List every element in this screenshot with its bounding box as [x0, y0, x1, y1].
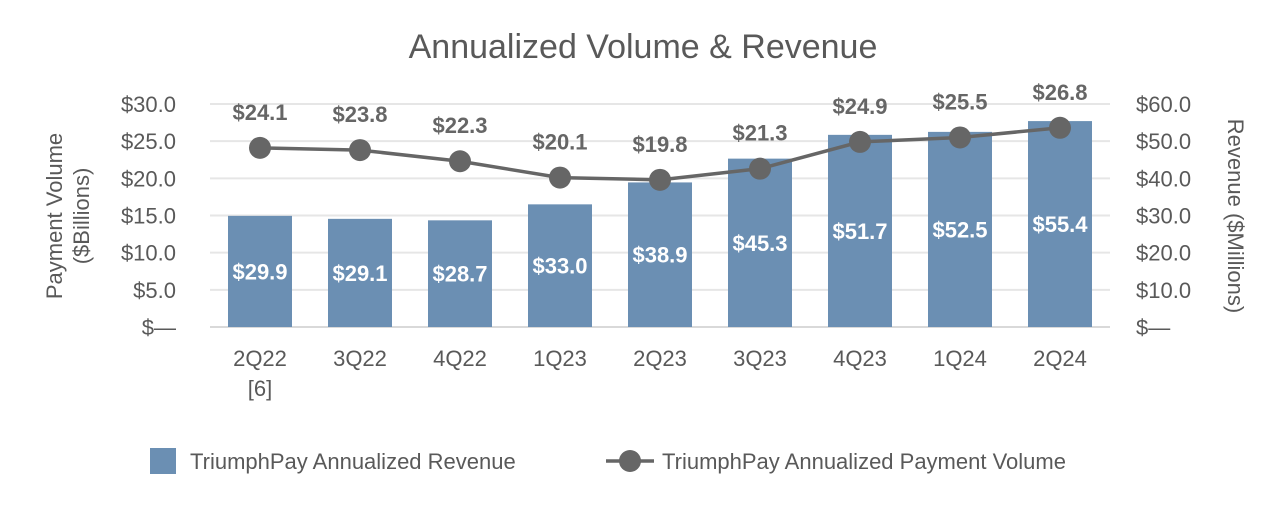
- revenue-bar-label: $38.9: [632, 243, 687, 268]
- revenue-bar-label: $45.3: [732, 231, 787, 256]
- revenue-bar-label: $52.5: [932, 217, 987, 242]
- y-right-tick-label: $—: [1136, 315, 1170, 340]
- volume-point: [1049, 116, 1071, 139]
- y-left-tick-label: $30.0: [121, 92, 176, 117]
- revenue-bar-label: $51.7: [832, 219, 887, 244]
- revenue-bar: [328, 218, 392, 327]
- revenue-bar: [228, 215, 292, 327]
- revenue-bar: [828, 134, 892, 327]
- volume-point: [949, 126, 971, 149]
- volume-point-label: $26.8: [1032, 80, 1087, 105]
- revenue-bar-label: $29.1: [332, 261, 387, 286]
- svg-text:Payment Volume: Payment Volume: [42, 133, 67, 299]
- volume-point: [849, 130, 871, 153]
- volume-point-label: $25.5: [932, 89, 987, 114]
- volume-point: [749, 157, 771, 180]
- volume-point-label: $24.9: [832, 94, 887, 119]
- volume-point: [549, 166, 571, 189]
- revenue-bar: [528, 204, 592, 327]
- x-tick-label: 2Q23: [633, 346, 687, 371]
- y-left-tick-label: $5.0: [133, 278, 176, 303]
- volume-point: [449, 150, 471, 173]
- svg-text:($Billions): ($Billions): [69, 168, 94, 265]
- y-right-tick-label: $50.0: [1136, 129, 1191, 154]
- volume-point: [349, 139, 371, 162]
- volume-point-label: $24.1: [232, 100, 287, 125]
- y-left-axis-label: Payment Volume ($Billions): [42, 133, 94, 299]
- y-right-tick-label: $30.0: [1136, 204, 1191, 229]
- x-tick-label: 2Q22: [233, 346, 287, 371]
- revenue-bar-label: $28.7: [432, 262, 487, 287]
- volume-point-label: $22.3: [432, 113, 487, 138]
- y-right-tick-label: $60.0: [1136, 92, 1191, 117]
- x-tick-label: 4Q23: [833, 346, 887, 371]
- legend-volume-label: TriumphPay Annualized Payment Volume: [662, 449, 1066, 474]
- x-tick-label: 4Q22: [433, 346, 487, 371]
- y-right-tick-label: $10.0: [1136, 278, 1191, 303]
- y-left-tick-label: $10.0: [121, 241, 176, 266]
- x-tick-label: 1Q24: [933, 346, 987, 371]
- y-left-tick-label: $—: [142, 315, 176, 340]
- revenue-bar: [728, 158, 792, 327]
- legend-volume-marker: [619, 450, 641, 472]
- x-tick-label: 1Q23: [533, 346, 587, 371]
- x-tick-label: 3Q23: [733, 346, 787, 371]
- legend-revenue-label: TriumphPay Annualized Revenue: [190, 449, 516, 474]
- revenue-bar: [1028, 121, 1092, 327]
- revenue-bar-label: $55.4: [1032, 212, 1088, 237]
- x-tick-label: 3Q22: [333, 346, 387, 371]
- legend-revenue-swatch: [150, 448, 176, 474]
- y-left-tick-label: $25.0: [121, 129, 176, 154]
- y-left-tick-label: $15.0: [121, 204, 176, 229]
- revenue-bar-label: $33.0: [532, 254, 587, 279]
- x-tick-label: 2Q24: [1033, 346, 1087, 371]
- volume-point-label: $21.3: [732, 121, 787, 146]
- volume-point-label: $19.8: [632, 132, 687, 157]
- x-tick-label: [6]: [248, 376, 272, 401]
- revenue-bar-label: $29.9: [232, 259, 287, 284]
- volume-point-label: $20.1: [532, 130, 587, 155]
- y-left-tick-label: $20.0: [121, 166, 176, 191]
- y-right-tick-label: $20.0: [1136, 241, 1191, 266]
- volume-point: [249, 136, 271, 159]
- chart-title: Annualized Volume & Revenue: [409, 28, 878, 66]
- revenue-bar: [628, 182, 692, 327]
- y-right-axis-label: Revenue ($Millions): [1223, 119, 1248, 313]
- revenue-bar: [428, 220, 492, 327]
- revenue-bar: [928, 131, 992, 327]
- volume-point: [649, 168, 671, 191]
- y-right-tick-label: $40.0: [1136, 166, 1191, 191]
- volume-point-label: $23.8: [332, 102, 387, 127]
